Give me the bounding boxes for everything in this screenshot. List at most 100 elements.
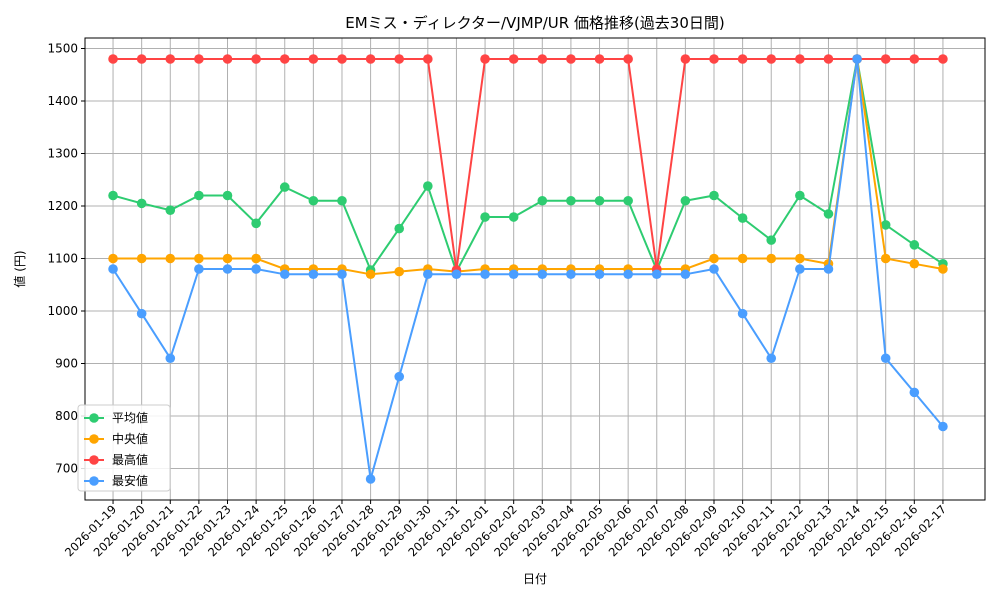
legend-label: 最安値 bbox=[112, 473, 148, 488]
series-0 bbox=[108, 54, 948, 277]
x-axis-ticks: 2026-01-192026-01-202026-01-212026-01-22… bbox=[62, 500, 949, 559]
data-point bbox=[823, 264, 834, 274]
data-point bbox=[852, 54, 862, 64]
data-point bbox=[451, 269, 462, 280]
data-point bbox=[594, 269, 605, 280]
data-point bbox=[909, 240, 920, 250]
data-point bbox=[795, 264, 805, 274]
data-point bbox=[108, 190, 118, 201]
data-point bbox=[594, 54, 605, 64]
data-point bbox=[423, 54, 433, 64]
legend-label: 平均値 bbox=[112, 410, 148, 425]
series-line bbox=[113, 58, 943, 271]
data-point bbox=[709, 190, 719, 201]
data-point bbox=[365, 269, 376, 280]
data-point bbox=[136, 54, 147, 64]
data-point bbox=[880, 253, 891, 264]
data-point bbox=[508, 269, 519, 280]
data-point bbox=[194, 54, 204, 64]
data-point bbox=[938, 421, 948, 432]
data-point bbox=[537, 54, 548, 64]
data-point bbox=[251, 253, 261, 264]
legend-marker bbox=[89, 476, 99, 486]
data-point bbox=[766, 253, 777, 264]
data-point bbox=[279, 269, 290, 280]
series-line bbox=[112, 58, 944, 275]
y-tick-label: 800 bbox=[55, 409, 78, 423]
data-point bbox=[222, 190, 233, 201]
data-point bbox=[222, 54, 233, 64]
data-point bbox=[651, 269, 662, 280]
data-point bbox=[508, 212, 519, 222]
data-point bbox=[566, 195, 576, 206]
series-line bbox=[113, 58, 944, 276]
data-point bbox=[165, 253, 176, 264]
data-point bbox=[480, 54, 490, 64]
plot-frame bbox=[84, 37, 986, 501]
data-point bbox=[795, 253, 805, 264]
legend-box bbox=[77, 404, 171, 492]
data-point bbox=[251, 54, 261, 64]
data-point bbox=[623, 54, 633, 64]
data-point bbox=[938, 264, 948, 274]
data-point bbox=[880, 54, 891, 64]
data-point bbox=[365, 474, 376, 484]
y-tick-label: 1000 bbox=[47, 304, 78, 318]
y-axis-label: 値 (円) bbox=[12, 250, 27, 287]
data-point bbox=[623, 269, 633, 280]
data-point bbox=[365, 54, 376, 64]
data-point bbox=[566, 54, 576, 64]
legend-marker bbox=[89, 455, 99, 465]
data-point bbox=[423, 181, 433, 191]
data-point bbox=[423, 269, 433, 280]
data-point bbox=[680, 54, 691, 64]
data-point bbox=[623, 195, 633, 206]
y-tick-label: 1300 bbox=[47, 147, 78, 161]
y-tick-label: 1500 bbox=[47, 42, 78, 56]
data-point bbox=[222, 253, 233, 264]
data-point bbox=[537, 195, 548, 206]
y-tick-label: 700 bbox=[55, 462, 78, 476]
data-point bbox=[594, 195, 605, 206]
y-tick-label: 1200 bbox=[47, 199, 78, 213]
legend-marker bbox=[89, 413, 99, 423]
data-point bbox=[222, 264, 233, 274]
chart-title: EMミス・ディレクター/VJMP/UR 価格推移(過去30日間) bbox=[345, 14, 725, 32]
data-point bbox=[108, 54, 118, 64]
data-point bbox=[537, 269, 548, 280]
data-point bbox=[795, 190, 805, 201]
data-point bbox=[251, 218, 261, 229]
data-point bbox=[337, 54, 347, 64]
data-point bbox=[480, 269, 490, 280]
data-point bbox=[308, 54, 319, 64]
series-3 bbox=[108, 54, 948, 484]
data-point bbox=[194, 190, 204, 201]
data-point bbox=[766, 235, 777, 245]
data-point bbox=[394, 371, 405, 382]
x-axis-label: 日付 bbox=[523, 572, 547, 586]
data-point bbox=[108, 264, 118, 274]
data-point bbox=[165, 353, 176, 364]
data-point bbox=[823, 209, 834, 219]
legend-marker bbox=[89, 434, 99, 444]
data-point bbox=[394, 266, 405, 277]
data-point bbox=[709, 54, 719, 64]
data-point bbox=[737, 253, 748, 264]
data-point bbox=[251, 264, 261, 274]
data-point bbox=[795, 54, 805, 64]
data-point bbox=[165, 205, 176, 215]
data-point bbox=[737, 213, 748, 223]
data-point bbox=[880, 220, 891, 230]
data-point bbox=[308, 195, 319, 206]
data-point bbox=[709, 253, 719, 264]
legend-label: 最高値 bbox=[112, 452, 148, 467]
series-1 bbox=[108, 54, 948, 280]
data-point bbox=[766, 353, 777, 364]
data-point bbox=[480, 212, 490, 222]
data-point bbox=[308, 269, 319, 280]
legend-label: 中央値 bbox=[112, 431, 148, 446]
data-point bbox=[909, 387, 920, 398]
data-point bbox=[566, 269, 576, 280]
data-point bbox=[909, 54, 920, 64]
